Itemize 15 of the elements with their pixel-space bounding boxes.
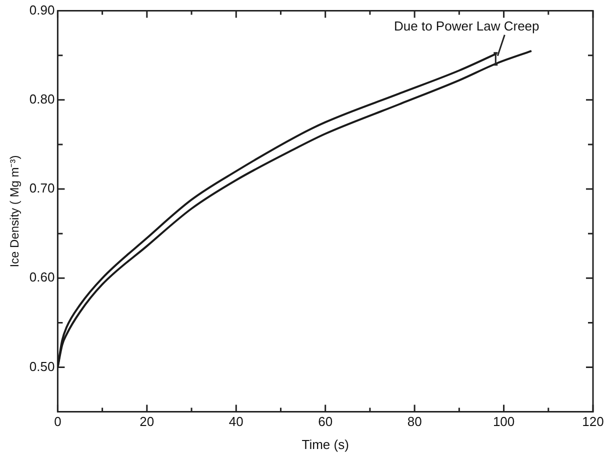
x-tick-label: 40 bbox=[228, 414, 244, 430]
y-tick-label: 0.60 bbox=[29, 270, 55, 285]
x-tick-label: 0 bbox=[54, 414, 62, 430]
x-tick-label: 60 bbox=[318, 414, 333, 430]
y-tick-label: 0.90 bbox=[29, 2, 55, 18]
y-tick-label: 0.80 bbox=[29, 91, 55, 106]
annotation: Due to Power Law Creep bbox=[394, 18, 540, 34]
x-tick-label: 120 bbox=[582, 414, 604, 430]
y-tick-label: 0.50 bbox=[29, 358, 55, 374]
y-axis-title: Ice Density ( Mg m⁻³) bbox=[8, 155, 22, 268]
x-tick-label: 80 bbox=[407, 414, 422, 430]
x-tick-label: 100 bbox=[492, 414, 515, 430]
x-axis-title: Time (s) bbox=[302, 436, 349, 452]
x-tick-label: 20 bbox=[140, 414, 154, 430]
y-tick-label: 0.70 bbox=[29, 180, 55, 196]
